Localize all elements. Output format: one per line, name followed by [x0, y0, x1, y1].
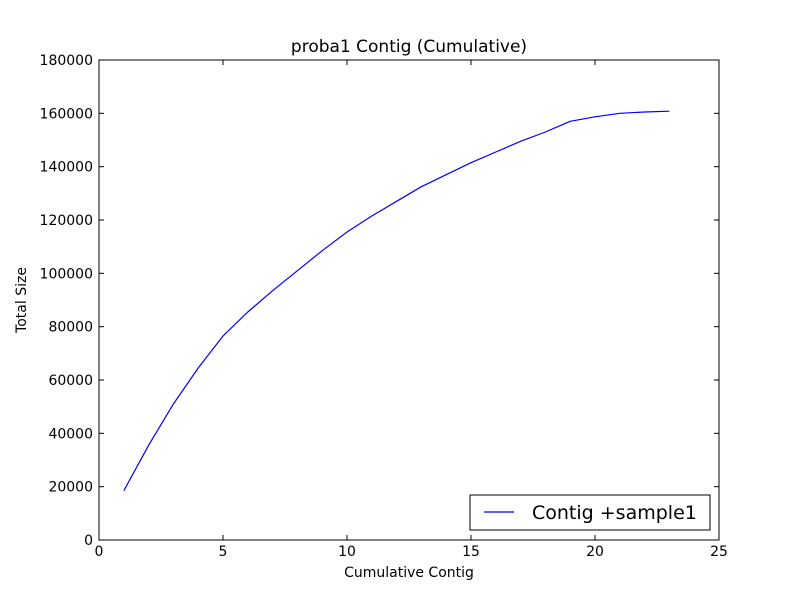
x-axis-title: Cumulative Contig [344, 565, 474, 581]
legend-label-contig-sample1: Contig +sample1 [532, 502, 697, 524]
series-line-0 [123, 110, 670, 491]
x-tick-label: 5 [219, 544, 228, 560]
y-tick-label: 80000 [48, 320, 93, 336]
y-axis-title: Total Size [14, 267, 30, 334]
x-tick-label: 20 [586, 544, 604, 560]
y-tick-label: 180000 [40, 53, 93, 69]
chart-title: proba1 Contig (Cumulative) [291, 37, 527, 57]
x-tick-label: 25 [710, 544, 728, 560]
y-tick-label: 0 [84, 533, 93, 549]
legend: Contig +sample1 [469, 494, 711, 531]
x-tick-label: 15 [462, 544, 480, 560]
x-axis-ticks: 0 5 10 15 20 25 [95, 60, 728, 560]
x-tick-label: 0 [95, 544, 104, 560]
y-axis-ticks: 0 20000 40000 60000 80000 100000 120000 140000 1… [40, 53, 719, 549]
plot-frame [98, 59, 720, 541]
y-tick-label: 40000 [48, 426, 93, 442]
y-tick-label: 160000 [40, 106, 93, 122]
y-tick-label: 140000 [40, 160, 93, 176]
y-tick-label: 60000 [48, 373, 93, 389]
series-layer [123, 110, 670, 491]
y-tick-label: 120000 [40, 213, 93, 229]
x-tick-label: 10 [338, 544, 356, 560]
y-tick-label: 100000 [40, 266, 93, 282]
y-tick-label: 20000 [48, 480, 93, 496]
plot-area [99, 60, 719, 540]
